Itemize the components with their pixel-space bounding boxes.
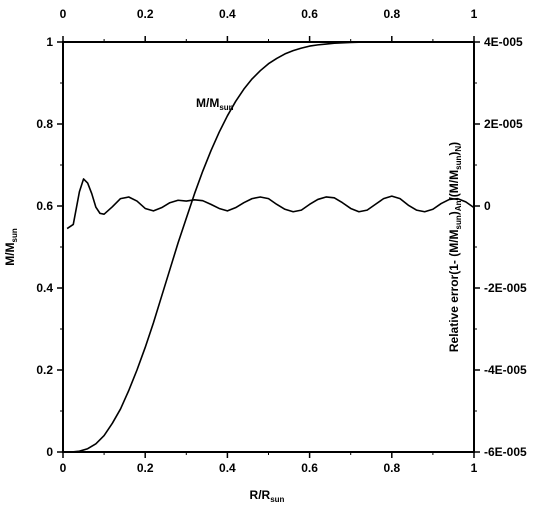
plot-frame xyxy=(62,41,475,453)
series-layer xyxy=(63,41,475,453)
top-x-tick-label: 0.8 xyxy=(383,7,400,21)
top-x-tick-label: 1 xyxy=(471,7,478,21)
right-y-tick-label: 2E-005 xyxy=(484,117,523,131)
mass-profile-line xyxy=(63,41,474,453)
right-y-tick-label: 4E-005 xyxy=(484,35,523,49)
left-y-tick-label: 0.8 xyxy=(36,117,53,131)
plot-border xyxy=(62,41,475,453)
top-x-tick-label: 0.2 xyxy=(137,7,154,21)
x-tick-label: 0.6 xyxy=(301,461,318,475)
relative-error-line xyxy=(66,178,475,230)
x-tick-label: 0.8 xyxy=(383,461,400,475)
left-y-axis: 0 0.2 0.4 0.6 0.8 1 xyxy=(36,35,63,459)
top-x-tick-label: 0.4 xyxy=(219,7,236,21)
left-y-tick-label: 0.4 xyxy=(36,281,53,295)
x-tick-label: 0 xyxy=(60,461,67,475)
right-y-tick-label: -2E-005 xyxy=(484,281,527,295)
left-y-tick-label: 0.6 xyxy=(36,199,53,213)
bottom-x-axis: 0 0.2 0.4 0.6 0.8 1 xyxy=(60,452,478,475)
left-y-tick-label: 0 xyxy=(46,445,53,459)
x-tick-label: 0.2 xyxy=(137,461,154,475)
series-label-mass: M/Msun xyxy=(196,96,234,112)
left-y-tick-label: 1 xyxy=(46,35,53,49)
right-y-tick-label: 0 xyxy=(484,199,491,213)
right-y-tick-label: -6E-005 xyxy=(484,445,527,459)
x-axis-label: R/Rsun xyxy=(250,488,285,504)
left-y-axis-label: M/Msun xyxy=(3,228,19,266)
right-y-axis: 4E-005 2E-005 0 -2E-005 -4E-005 -6E-005 xyxy=(474,35,527,459)
top-x-tick-label: 0 xyxy=(60,7,67,21)
right-y-tick-label: -4E-005 xyxy=(484,363,527,377)
x-tick-label: 0.4 xyxy=(219,461,236,475)
left-y-tick-label: 0.2 xyxy=(36,363,53,377)
top-x-tick-label: 0.6 xyxy=(301,7,318,21)
x-tick-label: 1 xyxy=(471,461,478,475)
top-x-axis: 0 0.2 0.4 0.6 0.8 1 xyxy=(60,7,478,42)
right-y-axis-label: Relative error(1- (M/Msun)An/(M/Msun)N) xyxy=(447,142,463,352)
